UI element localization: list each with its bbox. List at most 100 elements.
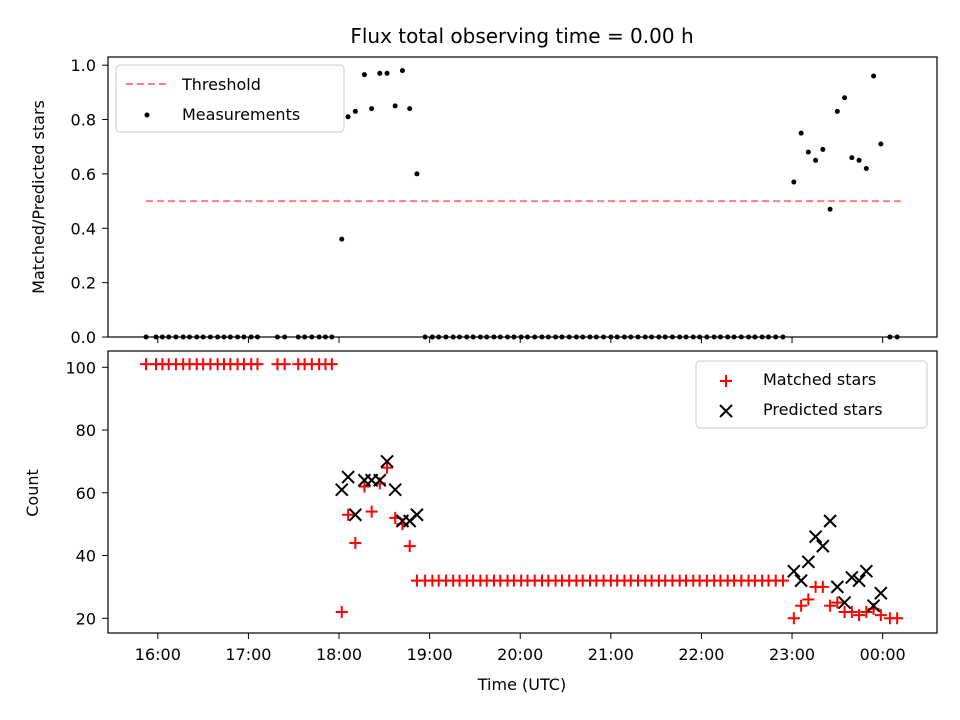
measurement-point — [339, 236, 345, 242]
measurement-point — [827, 206, 833, 212]
matched-star-point — [845, 605, 858, 618]
top-y-tick-label: 0.0 — [71, 328, 96, 347]
predicted-star-point — [787, 564, 801, 578]
predicted-star-point — [341, 470, 355, 484]
predicted-star-point — [866, 599, 881, 613]
bottom-x-axis-label: Time (UTC) — [477, 675, 566, 694]
top-y-tick-label: 0.2 — [71, 274, 96, 293]
predicted-star-point — [859, 564, 874, 578]
matched-star-point — [831, 596, 844, 609]
top-frame — [107, 56, 938, 338]
top-y-tick-label: 0.6 — [71, 165, 96, 184]
bottom-legend-box — [695, 360, 928, 429]
matched-star-point — [365, 505, 378, 518]
matched-star-point — [816, 580, 829, 593]
matched-star-point — [795, 599, 808, 612]
predicted-star-point — [794, 573, 808, 588]
top-x-ticks — [157, 337, 884, 343]
x-tick-label: 21:00 — [588, 645, 634, 664]
bottom-legend: Matched stars Predicted stars — [695, 360, 928, 429]
predicted-stars-points — [335, 454, 888, 613]
legend-matched-label: Matched stars — [763, 370, 876, 389]
top-y-tick-label: 0.4 — [71, 219, 96, 238]
predicted-star-point — [801, 555, 816, 569]
predicted-star-point — [348, 508, 363, 522]
matched-star-point — [335, 605, 348, 618]
bottom-y-tick-label: 60 — [76, 484, 96, 503]
measurement-point — [352, 108, 358, 114]
top-panel: 0.0 0.2 0.4 0.6 0.8 1.0 Matched/Predicted sta… — [29, 56, 938, 347]
bottom-y-ticks: 20 40 60 80 100 — [65, 358, 108, 628]
measurement-point — [345, 114, 351, 120]
predicted-star-point — [388, 482, 402, 497]
top-legend-box — [115, 64, 345, 133]
top-legend: Threshold Measurements — [115, 64, 345, 133]
bottom-y-tick-label: 100 — [65, 358, 96, 377]
matched-star-point — [325, 358, 338, 371]
predicted-star-point — [852, 573, 866, 588]
top-y-tick-label: 1.0 — [71, 56, 96, 75]
predicted-star-point — [830, 580, 845, 594]
predicted-star-point — [373, 473, 387, 487]
matched-star-point — [349, 536, 362, 549]
bottom-frame — [107, 350, 938, 634]
measurement-point — [791, 179, 797, 185]
bottom-y-tick-label: 40 — [76, 547, 96, 566]
bottom-x-ticks: 16:00 17:00 18:00 19:00 20:00 21:00 22:00 23:00… — [135, 633, 906, 664]
x-tick-label: 19:00 — [407, 645, 453, 664]
measurement-point — [407, 106, 413, 112]
measurement-point — [856, 157, 862, 163]
matched-star-point — [776, 574, 789, 587]
predicted-star-point — [808, 529, 823, 544]
matched-star-point — [874, 609, 887, 622]
x-tick-label: 23:00 — [769, 645, 815, 664]
measurement-point — [361, 72, 367, 78]
predicted-star-point — [410, 508, 424, 522]
measurement-point — [863, 165, 869, 171]
legend-threshold-label: Threshold — [181, 75, 261, 94]
predicted-star-point — [380, 454, 394, 469]
measurement-point — [392, 103, 398, 109]
predicted-star-point — [845, 570, 859, 585]
measurement-point — [377, 70, 383, 76]
matched-star-point — [891, 612, 904, 625]
bottom-y-axis-label: Count — [23, 469, 42, 517]
measurement-point — [871, 73, 877, 79]
bottom-y-tick-label: 20 — [76, 609, 96, 628]
x-tick-label: 00:00 — [860, 645, 906, 664]
matched-stars-points — [140, 358, 904, 625]
matched-star-point — [403, 540, 416, 553]
top-y-axis-label: Matched/Predicted stars — [29, 100, 48, 294]
matched-star-point — [342, 508, 355, 521]
measurement-point — [834, 108, 840, 114]
measurement-point — [805, 149, 811, 155]
x-tick-label: 22:00 — [678, 645, 724, 664]
measurement-point — [842, 95, 848, 101]
measurement-point — [399, 68, 405, 74]
matched-star-point — [278, 358, 291, 371]
measurement-point — [878, 141, 884, 147]
matched-star-point — [251, 358, 264, 371]
x-tick-label: 17:00 — [225, 645, 271, 664]
top-y-ticks: 0.0 0.2 0.4 0.6 0.8 1.0 — [71, 56, 108, 347]
legend-predicted-swatch — [719, 404, 733, 418]
matched-star-point — [824, 599, 837, 612]
predicted-star-point — [823, 514, 837, 528]
predicted-star-point — [816, 539, 830, 553]
x-tick-label: 16:00 — [135, 645, 181, 664]
chart-title: Flux total observing time = 0.00 h — [350, 24, 693, 48]
matched-star-point — [802, 593, 815, 606]
bottom-y-tick-label: 80 — [76, 421, 96, 440]
legend-measurements-swatch — [144, 112, 150, 118]
measurement-point — [798, 130, 804, 136]
predicted-star-point — [837, 595, 852, 610]
x-tick-label: 20:00 — [497, 645, 543, 664]
matched-star-point — [853, 609, 866, 622]
top-y-tick-label: 0.8 — [71, 111, 96, 130]
measurement-point — [369, 106, 375, 112]
predicted-star-point — [874, 586, 888, 600]
bottom-panel: 20 40 60 80 100 16:00 17:00 18:00 19:00 20:00 21:… — [23, 350, 938, 694]
measurement-point — [414, 171, 420, 177]
matched-star-point — [860, 605, 873, 618]
